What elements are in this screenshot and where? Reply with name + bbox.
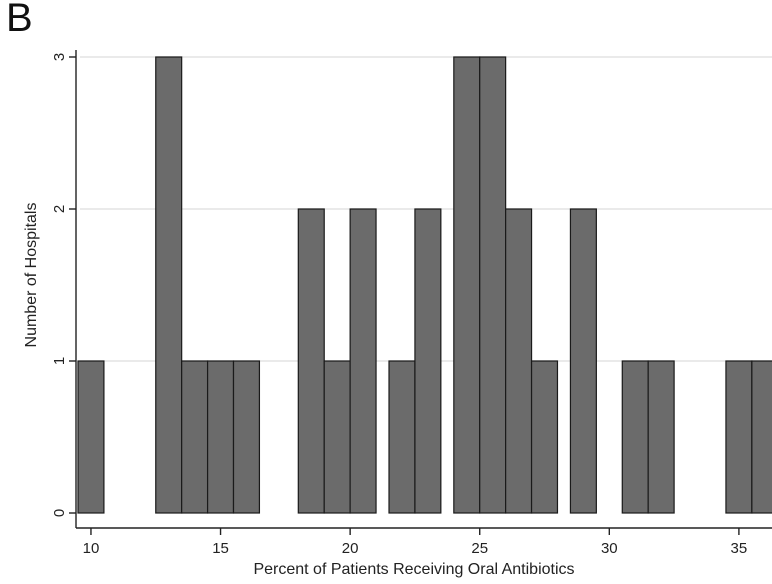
bar-9 (414, 208, 442, 514)
bar-7 (349, 208, 377, 514)
x-tick-label-35: 35 (731, 540, 748, 557)
bar-14 (569, 208, 597, 514)
bar-10 (453, 56, 481, 514)
y-tick-label-1: 1 (51, 357, 68, 365)
bar-0 (77, 360, 105, 514)
y-tick-label-3: 3 (51, 53, 68, 61)
bar-2 (181, 360, 209, 514)
x-tick-label-20: 20 (342, 540, 359, 557)
x-tick-label-10: 10 (83, 540, 100, 557)
bar-6 (323, 360, 351, 514)
x-tick-label-25: 25 (471, 540, 488, 557)
y-tick-label-0: 0 (51, 509, 68, 517)
bar-11 (479, 56, 507, 514)
bar-17 (725, 360, 753, 514)
bar-4 (232, 360, 261, 514)
x-axis-title: Percent of Patients Receiving Oral Antib… (253, 561, 574, 578)
bar-15 (621, 360, 649, 514)
bar-8 (388, 360, 416, 514)
bar-13 (530, 360, 559, 514)
x-tick-label-30: 30 (601, 540, 618, 557)
bar-18 (751, 360, 772, 514)
bar-16 (647, 360, 675, 514)
y-tick-label-2: 2 (51, 205, 68, 213)
bar-5 (297, 208, 325, 514)
bar-3 (206, 360, 235, 514)
bar-1 (155, 56, 183, 514)
y-axis-title: Number of Hospitals (23, 203, 40, 348)
panel-label: B (6, 0, 33, 40)
bar-12 (505, 208, 533, 514)
x-tick-label-15: 15 (212, 540, 229, 557)
